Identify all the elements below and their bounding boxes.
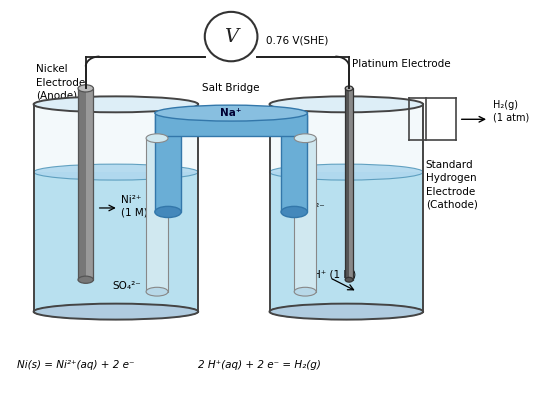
Text: H₂(g)
(1 atm): H₂(g) (1 atm)	[493, 100, 529, 123]
Bar	[78, 88, 94, 280]
Text: 0.76 V(SHE): 0.76 V(SHE)	[266, 36, 328, 46]
Ellipse shape	[78, 276, 94, 283]
Text: H⁺ (1 M): H⁺ (1 M)	[314, 270, 356, 280]
Bar	[270, 172, 423, 312]
Text: 2 H⁺(aq) + 2 e⁻ = H₂(g): 2 H⁺(aq) + 2 e⁻ = H₂(g)	[198, 360, 321, 370]
Ellipse shape	[34, 304, 198, 320]
Ellipse shape	[281, 206, 307, 218]
Ellipse shape	[270, 304, 423, 320]
Ellipse shape	[345, 86, 353, 91]
Text: SO₄²⁻: SO₄²⁻	[296, 203, 325, 213]
Ellipse shape	[146, 134, 168, 142]
Ellipse shape	[34, 304, 198, 320]
Ellipse shape	[270, 164, 423, 180]
Bar	[345, 88, 349, 280]
Bar	[270, 104, 423, 172]
Text: Platinum Electrode: Platinum Electrode	[352, 60, 450, 70]
Ellipse shape	[270, 96, 423, 112]
Ellipse shape	[34, 164, 198, 180]
Bar	[349, 88, 353, 280]
Bar	[78, 88, 86, 280]
Bar	[146, 138, 168, 292]
Bar	[155, 115, 181, 212]
Bar	[34, 104, 198, 172]
Text: Salt Bridge: Salt Bridge	[202, 83, 260, 93]
Text: V: V	[224, 28, 238, 46]
Ellipse shape	[270, 304, 423, 320]
Text: Na⁺: Na⁺	[221, 108, 242, 118]
Ellipse shape	[205, 12, 257, 61]
Ellipse shape	[155, 105, 307, 121]
Bar	[34, 172, 198, 312]
Text: Nickel
Electrode
(Anode): Nickel Electrode (Anode)	[36, 64, 86, 101]
Bar	[345, 88, 353, 280]
Bar	[86, 88, 94, 280]
Ellipse shape	[345, 277, 353, 282]
Text: Ni(s) = Ni²⁺(aq) + 2 e⁻: Ni(s) = Ni²⁺(aq) + 2 e⁻	[17, 360, 135, 370]
Text: Ni²⁺
(1 M): Ni²⁺ (1 M)	[122, 195, 148, 217]
Ellipse shape	[146, 287, 168, 296]
Bar	[294, 138, 316, 292]
Ellipse shape	[155, 206, 181, 218]
Ellipse shape	[294, 287, 316, 296]
Ellipse shape	[294, 134, 316, 142]
Bar	[281, 115, 307, 212]
Ellipse shape	[34, 96, 198, 112]
Text: SO₄²⁻: SO₄²⁻	[113, 281, 141, 291]
Ellipse shape	[78, 85, 94, 92]
Text: Standard
Hydrogen
Electrode
(Cathode): Standard Hydrogen Electrode (Cathode)	[426, 160, 478, 210]
Bar	[155, 112, 307, 136]
